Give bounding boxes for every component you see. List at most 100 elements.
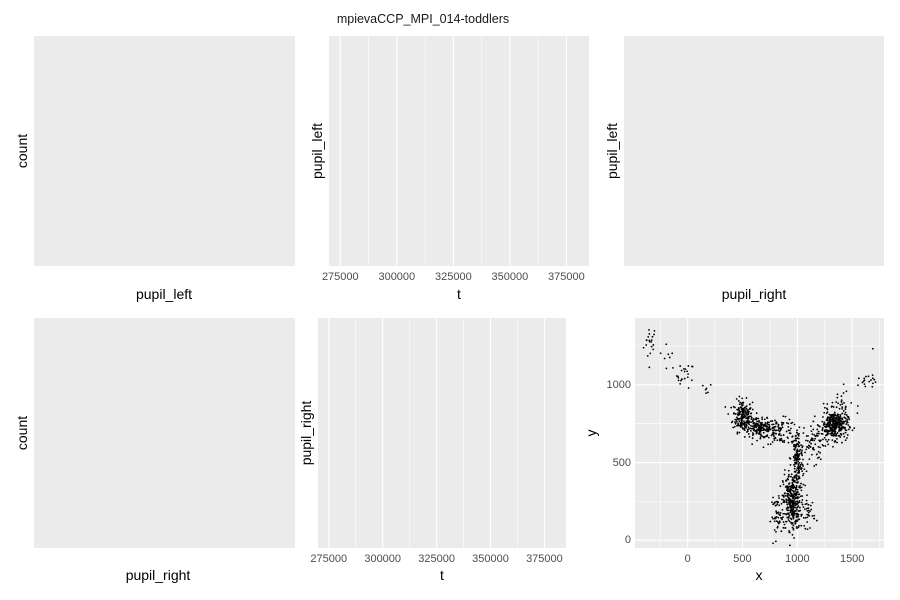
gaze-point — [816, 424, 819, 426]
gaze-point — [803, 508, 806, 511]
gaze-point — [827, 429, 829, 432]
gaze-point — [742, 416, 744, 419]
gaze-point — [761, 426, 764, 429]
gaze-point — [796, 497, 799, 500]
gaze-point — [840, 400, 843, 403]
line-pupil-left-ylabel: pupil_left — [309, 122, 325, 180]
gaze-point — [777, 429, 780, 431]
gaze-point — [792, 493, 795, 496]
gaze-point — [793, 514, 795, 517]
gaze-point — [745, 426, 747, 429]
gaze-point — [797, 454, 800, 457]
gaze-point — [800, 462, 803, 464]
gaze-point — [792, 480, 795, 483]
gaze-point — [811, 453, 813, 456]
gaze-point — [749, 407, 752, 409]
gaze-scatter-plot — [635, 318, 884, 580]
gaze-point — [801, 470, 804, 473]
gaze-x-tick-label: 0 — [684, 553, 691, 565]
gaze-point — [795, 486, 798, 489]
gaze-point — [823, 436, 826, 439]
gaze-point — [772, 496, 774, 499]
gaze-point — [847, 424, 850, 426]
gaze-point — [759, 430, 762, 433]
gaze-point — [690, 379, 693, 382]
gaze-point — [806, 494, 808, 497]
gaze-point — [781, 508, 784, 511]
gaze-point — [783, 499, 785, 502]
gaze-point — [752, 427, 755, 430]
gaze-point — [795, 492, 798, 495]
gaze-point — [826, 417, 829, 420]
gaze-point — [803, 468, 806, 471]
gaze-point — [778, 439, 781, 442]
gaze-point — [759, 436, 762, 438]
gaze-point — [763, 418, 766, 421]
gaze-point — [800, 444, 803, 446]
gaze-point — [793, 476, 796, 479]
gaze-point — [807, 503, 810, 506]
gaze-point — [797, 463, 800, 466]
gaze-point — [706, 391, 709, 394]
line-pupil-right-xlabel: t — [440, 567, 444, 583]
gaze-point — [779, 427, 782, 430]
gaze-point — [759, 426, 762, 429]
gaze-point — [735, 398, 738, 400]
gaze-point — [795, 506, 797, 509]
gaze-point — [795, 478, 798, 481]
gaze-point — [797, 440, 800, 443]
gaze-point — [751, 443, 754, 446]
gaze-point — [834, 440, 837, 443]
gaze-point — [795, 444, 798, 447]
gaze-point — [733, 425, 736, 428]
gaze-point — [783, 473, 786, 476]
gaze-point — [738, 403, 741, 406]
gaze-point — [837, 434, 840, 437]
gaze-point — [739, 426, 742, 428]
gaze-point — [743, 436, 746, 438]
gaze-point — [841, 441, 843, 444]
gaze-point — [791, 523, 793, 525]
gaze-point — [791, 526, 794, 529]
gaze-point — [795, 525, 798, 528]
gaze-point — [811, 433, 814, 436]
gaze-point — [856, 405, 859, 407]
gaze-point — [782, 521, 785, 523]
gaze-point — [748, 403, 751, 406]
gaze-point — [785, 479, 788, 482]
gaze-point — [822, 438, 824, 441]
gaze-point — [840, 432, 842, 435]
gaze-point — [778, 497, 780, 500]
gaze-point — [771, 441, 774, 443]
gaze-point — [794, 480, 796, 483]
gaze-point — [755, 426, 758, 429]
gaze-point — [840, 399, 843, 402]
gaze-point — [835, 401, 838, 403]
gaze-point — [799, 485, 801, 487]
gaze-point — [831, 431, 834, 434]
gaze-point — [705, 387, 708, 390]
gaze-point — [848, 425, 851, 428]
gaze-point — [783, 492, 786, 495]
gaze-point — [761, 418, 764, 421]
gaze-point — [826, 407, 828, 410]
gaze-point — [842, 392, 845, 394]
gaze-point — [787, 425, 790, 428]
gaze-point — [801, 446, 804, 449]
gaze-point — [765, 435, 768, 437]
gaze-point — [841, 406, 844, 408]
gaze-point — [738, 395, 741, 398]
gaze-point — [856, 412, 859, 415]
gaze-point — [846, 420, 849, 422]
gaze-point — [785, 430, 788, 433]
gaze-point — [792, 507, 795, 510]
gaze-point — [796, 500, 798, 503]
gaze-point — [788, 494, 791, 496]
gaze-point — [836, 396, 839, 399]
gaze-point — [798, 524, 800, 527]
gaze-point — [798, 469, 800, 472]
gaze-point — [790, 475, 792, 478]
gaze-point — [751, 408, 754, 411]
gaze-point — [832, 406, 835, 408]
gaze-point — [652, 344, 655, 346]
